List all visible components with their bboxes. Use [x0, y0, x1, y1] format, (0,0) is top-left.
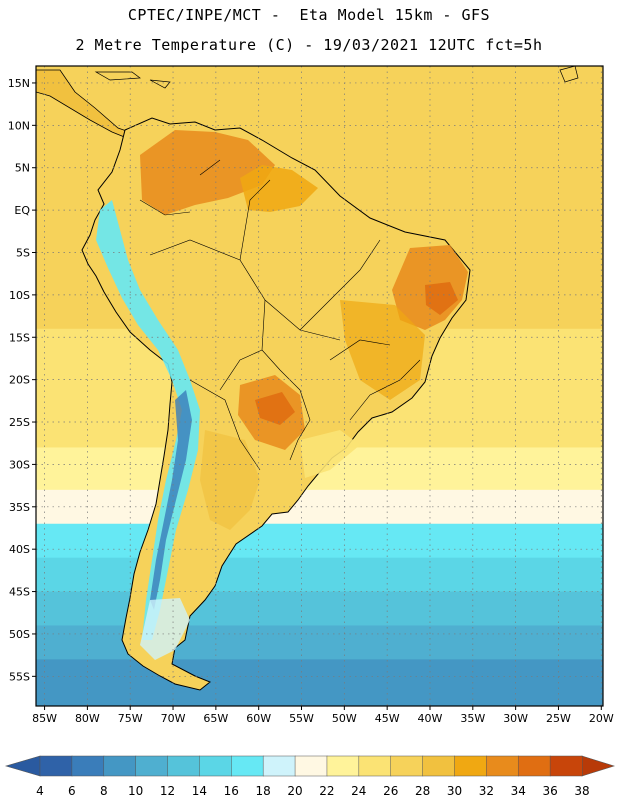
lon-tick-label: 65W	[203, 712, 228, 725]
lat-tick-label: 55S	[9, 670, 30, 683]
country-borders	[139, 159, 421, 471]
colorbar-swatch	[199, 755, 232, 777]
map-title-line2: 2 Metre Temperature (C) - 19/03/2021 12U…	[75, 36, 543, 54]
lat-tick-label: 20S	[9, 374, 30, 387]
andes-core	[150, 390, 192, 610]
colorbar-swatch	[422, 755, 456, 777]
andes-cold-band	[96, 200, 200, 640]
colorbar-label: 26	[383, 784, 398, 798]
colorbar-swatch	[326, 755, 360, 777]
lat-tick-label: 25S	[9, 416, 30, 429]
colorbar-swatch	[39, 755, 73, 777]
map-title-line1: CPTEC/INPE/MCT - Eta Model 15km - GFS	[127, 6, 491, 24]
colorbar-label: 34	[511, 784, 526, 798]
land-temperature-field	[36, 66, 579, 691]
warm-zone-argentina	[200, 430, 260, 530]
colorbar-label: 18	[256, 784, 271, 798]
lat-tick-label: 15N	[8, 77, 30, 90]
ocean-band-9	[36, 591, 603, 626]
lat-tick-label: 5N	[15, 162, 30, 175]
colorbar-label: 24	[351, 784, 366, 798]
lon-tick-label: 50W	[332, 712, 357, 725]
colorbar-swatch	[103, 755, 137, 777]
lon-tick-label: 75W	[118, 712, 143, 725]
colorbar-swatch	[549, 755, 583, 777]
lon-tick-label: 25W	[546, 712, 571, 725]
colorbar-label: 32	[479, 784, 494, 798]
lon-tick-label: 20W	[589, 712, 614, 725]
lon-tick-label: 35W	[460, 712, 485, 725]
longitude-axis: 85W 80W 75W 70W 65W 60W 55W 50W 45W 40W 35W 30W 25W 2…	[32, 706, 614, 725]
colorbar-high-arrow	[581, 755, 616, 777]
lon-tick-label: 30W	[503, 712, 528, 725]
warm-zone-east	[340, 300, 425, 400]
caribbean-islands	[94, 66, 579, 89]
ocean-band-7	[36, 523, 603, 559]
lat-tick-label: 5S	[16, 246, 30, 259]
colorbar-label: 20	[287, 784, 302, 798]
lon-tick-label: 80W	[75, 712, 100, 725]
ocean-band-6	[36, 489, 603, 525]
ocean-band-10	[36, 625, 603, 660]
colorbar-label: 10	[128, 784, 143, 798]
colorbar-swatch	[294, 755, 328, 777]
lat-tick-label: EQ	[14, 204, 30, 217]
lon-tick-label: 70W	[161, 712, 186, 725]
lat-tick-label: 35S	[9, 501, 30, 514]
colorbar-swatch	[135, 755, 169, 777]
patagonia-cool-zone	[140, 598, 190, 660]
colorbar-low-arrow	[4, 755, 41, 777]
ocean-band-11	[36, 659, 603, 706]
colorbar-swatch	[231, 755, 264, 777]
lat-tick-label: 10N	[8, 119, 30, 132]
colorbar-swatch	[262, 755, 296, 777]
lat-tick-label: 40S	[9, 543, 30, 556]
colorbar-label: 6	[68, 784, 76, 798]
lat-tick-label: 45S	[9, 586, 30, 599]
lat-tick-label: 30S	[9, 458, 30, 471]
colorbar-swatch	[390, 755, 424, 777]
colorbar-label: 16	[224, 784, 239, 798]
hot-spot-northeast	[425, 282, 458, 315]
lon-tick-label: 55W	[289, 712, 314, 725]
lat-tick-label: 10S	[9, 289, 30, 302]
colorbar-label: 30	[447, 784, 462, 798]
warm-zone-north	[140, 130, 275, 215]
colorbar-label: 38	[574, 784, 589, 798]
colorbar-swatch	[486, 755, 519, 777]
ocean-band-8	[36, 557, 603, 593]
colorbar-label: 12	[160, 784, 175, 798]
lat-tick-label: 15S	[9, 331, 30, 344]
lon-tick-label: 85W	[32, 712, 57, 725]
colorbar-label: 4	[36, 784, 44, 798]
graticule	[36, 66, 603, 706]
colorbar-swatch	[517, 755, 551, 777]
colorbar-swatch	[71, 755, 105, 777]
colorbar-swatch	[167, 755, 200, 777]
lon-tick-label: 40W	[418, 712, 443, 725]
lon-tick-label: 60W	[246, 712, 271, 725]
lat-tick-label: 50S	[9, 628, 30, 641]
colorbar-swatch	[358, 755, 392, 777]
colorbar-label: 14	[192, 784, 207, 798]
colorbar-label: 28	[415, 784, 430, 798]
lon-tick-label: 45W	[375, 712, 400, 725]
latitude-axis: 15N 10N 5N EQ 5S 10S 15S 20S 25S 30S 35S 40S 45S 50S 5…	[8, 77, 36, 683]
colorbar-swatch	[454, 755, 487, 777]
colorbar-label: 22	[319, 784, 334, 798]
colorbar: 4 6 8 10 12 14 16 18 20 22 24 26 28 30 32 34 36 38	[4, 755, 616, 798]
map-frame	[35, 65, 604, 707]
mild-zone-south-brazil	[300, 430, 360, 478]
colorbar-label: 36	[542, 784, 557, 798]
warm-zone-guianas	[240, 165, 318, 212]
hot-spot-paraguay	[255, 392, 295, 425]
colorbar-label: 8	[100, 784, 108, 798]
